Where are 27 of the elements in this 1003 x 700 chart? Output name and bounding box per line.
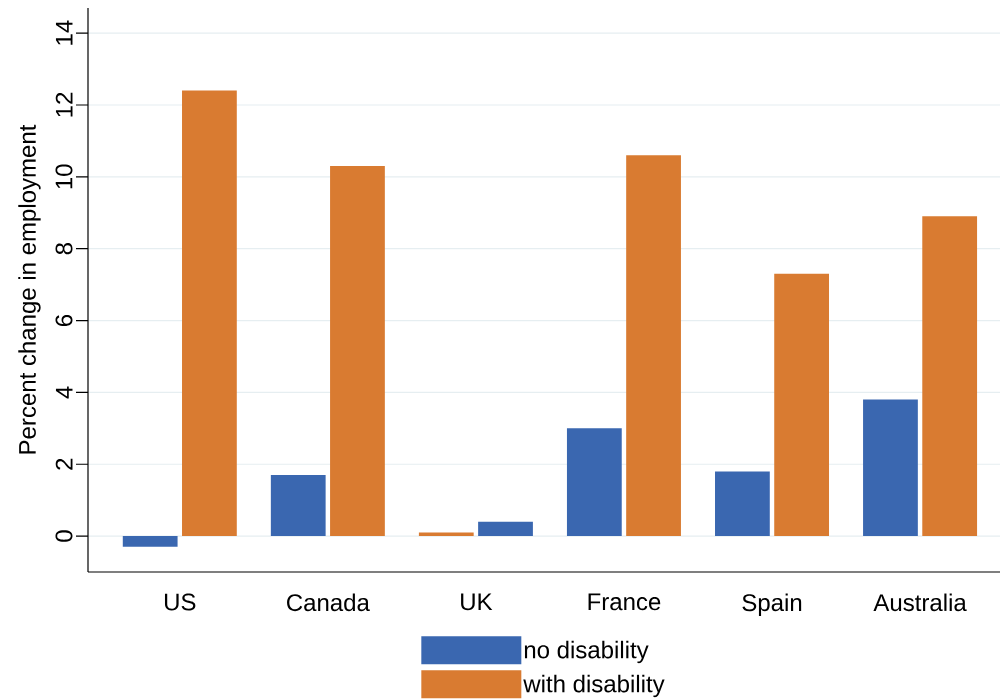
legend-label: no disability	[524, 640, 649, 664]
x-tick-label: Spain	[742, 593, 802, 616]
y-tick-label: 6	[55, 314, 73, 326]
x-tick-label: UK	[461, 593, 493, 611]
bar	[270, 475, 326, 537]
x-tick-label: Australia	[873, 593, 967, 612]
y-tick-label: 14	[55, 20, 73, 45]
bar	[626, 155, 681, 537]
y-tick-label: 10	[55, 164, 73, 189]
y-axis-title: Percent change in employment	[18, 124, 41, 454]
y-tick-label: 2	[55, 458, 73, 470]
bar	[566, 428, 622, 537]
y-tick-label: 8	[55, 243, 73, 255]
bar	[863, 399, 918, 537]
y-tick-label: 12	[55, 92, 73, 117]
legend-label: with disability	[523, 674, 665, 698]
bar	[715, 471, 770, 537]
y-tick-label: 4	[55, 386, 73, 399]
x-tick-label: US	[164, 593, 196, 611]
bar	[122, 536, 178, 547]
y-tick-label: 0	[55, 530, 73, 542]
x-tick-label: France	[588, 593, 661, 611]
bar	[922, 216, 978, 537]
bar	[330, 166, 385, 537]
bar	[182, 90, 237, 537]
bar	[774, 273, 830, 537]
x-tick-label: Canada	[287, 593, 370, 612]
